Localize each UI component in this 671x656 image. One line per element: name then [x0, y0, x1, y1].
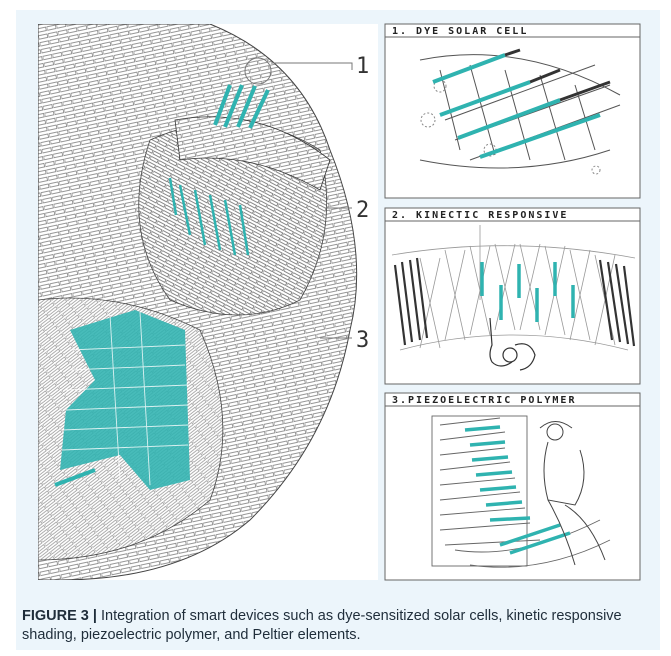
- solar-cell-rods: [213, 84, 270, 129]
- callout-1: 1: [356, 54, 369, 79]
- callout-2: 2: [356, 198, 369, 223]
- caption-text: Integration of smart devices such as dye…: [22, 608, 622, 643]
- panel-3-title: 3.PIEZOELECTRIC POLYMER: [392, 395, 576, 406]
- panel-kinetic-responsive: 2. KINECTIC RESPONSIVE: [384, 207, 641, 385]
- panel-1-title: 1. DYE SOLAR CELL: [392, 26, 528, 37]
- panel-2-title: 2. KINECTIC RESPONSIVE: [392, 210, 568, 221]
- piezo-block: [54, 310, 190, 490]
- panel-piezoelectric-polymer: 3.PIEZOELECTRIC POLYMER: [384, 392, 641, 581]
- caption-label: FIGURE 3 |: [22, 608, 97, 624]
- figure-illustration: 1 2 3 1. DYE SOLAR CELL: [38, 23, 641, 581]
- callout-leaders: [244, 57, 353, 339]
- panel-dye-solar-cell: 1. DYE SOLAR CELL: [384, 23, 641, 199]
- figure-caption: FIGURE 3 | Integration of smart devices …: [22, 607, 652, 645]
- callout-3: 3: [356, 328, 369, 353]
- kinetic-rods: [168, 177, 250, 256]
- pavilion-drawing: [38, 24, 378, 580]
